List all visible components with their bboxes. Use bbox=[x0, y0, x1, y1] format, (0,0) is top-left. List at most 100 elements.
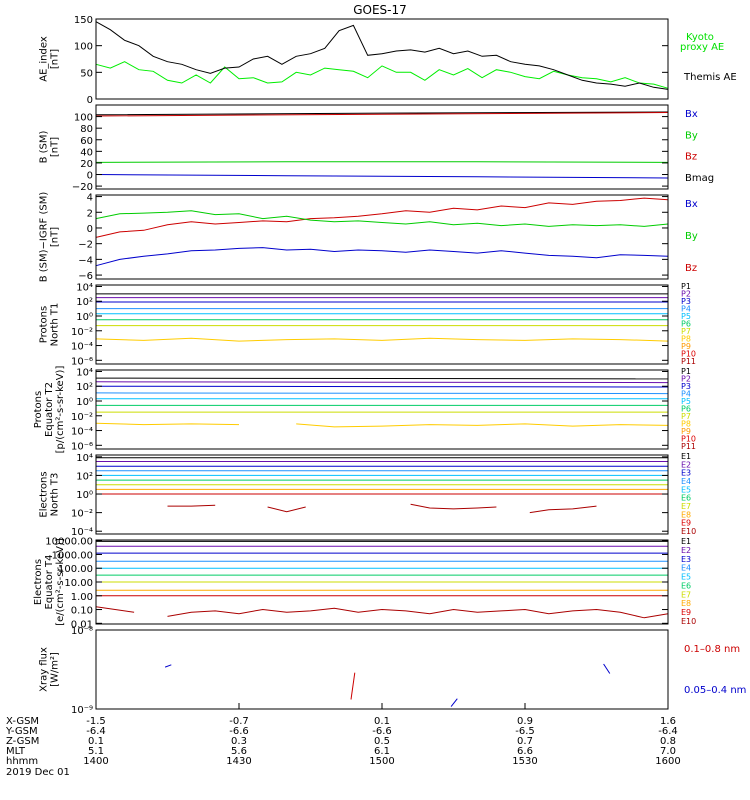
y-tick-label-b-0: −20 bbox=[72, 182, 93, 193]
legend-entry-p2-2: P3 bbox=[681, 382, 691, 391]
legend-entry-b-3: Bmag bbox=[685, 173, 714, 184]
y-axis-label-p2-2: [p/(cm²-s-sr-keV)] bbox=[55, 366, 66, 454]
x-row-value-2-4: 0.8 bbox=[660, 736, 676, 747]
series-line-e3-e10-11 bbox=[410, 503, 497, 510]
panel-frame-ae bbox=[95, 18, 669, 100]
legend-entry-p1-7: P8 bbox=[681, 335, 691, 344]
panel-db: −6 −4 −2 0 2 4 B (SM)−IGRF (SM) [nT] Bx By Bz bbox=[39, 192, 698, 283]
y-axis-label-b-0: B (SM) bbox=[39, 130, 50, 163]
y-axis-label-e4-2: [e/(cm²-s-sr-keV)] bbox=[55, 538, 66, 626]
y-axis-label-b-1: [nT] bbox=[50, 137, 61, 157]
y-tick-label-p1-4: 10⁻⁴ bbox=[71, 342, 93, 353]
legend-entry-e3-0: E1 bbox=[681, 452, 691, 461]
legend-entry-p2-10: P11 bbox=[681, 442, 696, 451]
legend-entry-p2-4: P5 bbox=[681, 397, 691, 406]
legend-entry-db-1: By bbox=[685, 231, 698, 242]
panel-p2: 10⁴ 10² 10⁰ 10⁻² 10⁻⁴ 10⁻⁶ Protons Equator T2 [p… bbox=[33, 366, 696, 454]
legend-entry-p1-5: P6 bbox=[681, 320, 691, 329]
legend-entry-p2-9: P10 bbox=[681, 435, 696, 444]
series-line-b-by-2 bbox=[95, 161, 669, 163]
y-tick-label-e3-1: 10² bbox=[76, 471, 93, 482]
x-row-label-0: X-GSM bbox=[6, 716, 39, 727]
y-axis-label-xray-1: [W/m²] bbox=[50, 652, 61, 687]
legend-entry-e3-1: E2 bbox=[681, 460, 691, 469]
legend-entry-xray-1: 0.05–0.4 nm bbox=[684, 685, 746, 696]
series-line-b-bmag-0 bbox=[95, 111, 669, 116]
panel-xray: 10⁻⁸ 10⁻⁹ Xray flux [W/m²] 0.1–0.8 nm 0.05–0.… bbox=[39, 626, 747, 716]
x-row-value-1-2: -6.6 bbox=[372, 726, 392, 737]
legend-entry-ae-2: Themis AE bbox=[683, 72, 737, 83]
y-axis-label-db-0: B (SM)−IGRF (SM) bbox=[39, 192, 50, 283]
legend-entry-e3-5: E6 bbox=[681, 494, 691, 503]
y-tick-label-e4-3: 10.00 bbox=[64, 578, 93, 589]
series-line-xray-0-05-0-4-nm-2 bbox=[450, 698, 458, 707]
legend-entry-e4-9: E10 bbox=[681, 617, 696, 626]
date-label: 2019 Dec 01 bbox=[6, 767, 70, 778]
legend-entry-p1-2: P3 bbox=[681, 297, 691, 306]
x-row-value-4-4: 1600 bbox=[655, 756, 680, 767]
legend-entry-e4-7: E8 bbox=[681, 599, 691, 608]
legend-entry-p2-8: P9 bbox=[681, 427, 691, 436]
y-tick-label-db-4: 2 bbox=[87, 208, 93, 219]
y-tick-label-e3-4: 10⁻⁴ bbox=[71, 527, 93, 538]
series-line-xray-0-1-0-8-nm-0 bbox=[350, 672, 356, 700]
y-tick-label-db-0: −6 bbox=[78, 271, 93, 282]
y-tick-label-e4-0: 10000.00 bbox=[45, 537, 93, 548]
y-tick-label-p2-0: 10⁴ bbox=[76, 367, 93, 378]
legend-entry-ae-0: Kyoto bbox=[686, 32, 714, 43]
series-line-db-bz-0 bbox=[95, 197, 669, 238]
y-axis-label-xray-0: Xray flux bbox=[39, 647, 50, 692]
legend-entry-e3-8: E9 bbox=[681, 519, 691, 528]
legend-entry-e4-5: E6 bbox=[681, 581, 691, 590]
legend-entry-db-2: Bz bbox=[685, 263, 697, 274]
x-row-value-1-1: -6.6 bbox=[229, 726, 249, 737]
y-tick-label-b-1: 0 bbox=[87, 171, 93, 182]
series-line-db-bx-2 bbox=[95, 247, 669, 267]
x-row-value-3-4: 7.0 bbox=[660, 746, 676, 757]
legend-entry-p1-8: P9 bbox=[681, 342, 691, 351]
y-tick-label-e4-6: 0.01 bbox=[71, 619, 93, 630]
x-row-value-0-0: -1.5 bbox=[86, 716, 106, 727]
y-tick-label-p2-1: 10² bbox=[76, 382, 93, 393]
legend-entry-e3-6: E7 bbox=[681, 502, 691, 511]
y-tick-label-db-1: −4 bbox=[78, 255, 93, 266]
legend-entry-p1-4: P5 bbox=[681, 312, 691, 321]
y-tick-label-p1-0: 10⁴ bbox=[76, 282, 93, 293]
y-axis-label-ae-0: AE_index bbox=[39, 36, 50, 82]
series-line-p2-p2-1 bbox=[95, 381, 669, 384]
y-axis-label-e4-1: Equator T4 bbox=[44, 555, 55, 610]
y-tick-label-b-5: 80 bbox=[80, 124, 93, 135]
y-tick-label-db-3: 0 bbox=[87, 224, 93, 235]
x-row-value-3-2: 6.1 bbox=[374, 746, 390, 757]
panel-frame-xray bbox=[95, 629, 669, 710]
series-line-e3-e10-10 bbox=[267, 506, 306, 513]
legend-entry-p1-1: P2 bbox=[681, 290, 691, 299]
series-line-xray-0-05-0-4-nm-1 bbox=[164, 664, 172, 668]
legend-entry-p1-9: P10 bbox=[681, 350, 696, 359]
legend-entry-db-0: Bx bbox=[685, 199, 698, 210]
legend-entry-e4-0: E1 bbox=[681, 537, 691, 546]
y-axis-label-e3-0: Electrons bbox=[39, 471, 50, 517]
legend-entry-p2-7: P8 bbox=[681, 420, 691, 429]
y-tick-label-ae-0: 0 bbox=[87, 95, 93, 106]
legend-entry-b-0: Bx bbox=[685, 109, 698, 120]
x-row-value-1-0: -6.4 bbox=[86, 726, 106, 737]
series-line-p2-p1-0 bbox=[95, 377, 669, 380]
y-tick-label-e3-0: 10⁴ bbox=[76, 453, 93, 464]
legend-entry-b-1: By bbox=[685, 130, 698, 141]
y-axis-label-p2-0: Protons bbox=[33, 391, 44, 428]
legend-entry-e3-2: E3 bbox=[681, 469, 691, 478]
legend-entry-ae-1: proxy AE bbox=[680, 42, 724, 53]
y-axis-label-p2-1: Equator T2 bbox=[44, 382, 55, 437]
x-axis-table: X-GSM -1.5 -0.7 0.1 0.9 1.6 Y-GSM -6.4 -6.6 -6.6 -… bbox=[5, 703, 681, 767]
x-row-label-1: Y-GSM bbox=[5, 726, 38, 737]
panel-frame-b bbox=[95, 104, 669, 190]
legend-entry-b-2: Bz bbox=[685, 152, 697, 163]
y-tick-label-ae-1: 50 bbox=[80, 68, 93, 79]
series-line-e3-e10-12 bbox=[529, 505, 597, 514]
legend-entry-p1-3: P4 bbox=[681, 305, 691, 314]
legend-entry-e3-4: E5 bbox=[681, 485, 691, 494]
x-row-value-1-3: -6.5 bbox=[515, 726, 535, 737]
